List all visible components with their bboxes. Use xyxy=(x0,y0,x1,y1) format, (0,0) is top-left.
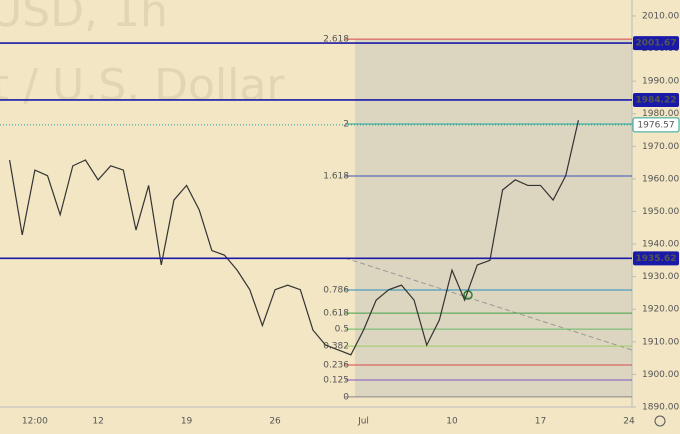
y-tick-label: 1930.00 xyxy=(642,272,679,282)
price-line xyxy=(9,120,579,356)
x-tick-label: 17 xyxy=(535,417,546,427)
last-price-tag xyxy=(632,117,680,133)
x-tick-label: Jul xyxy=(357,417,369,427)
x-tick-label: 12:00 xyxy=(22,417,48,427)
level-tag xyxy=(633,251,679,266)
y-tick-label: 1990.00 xyxy=(642,77,679,87)
x-tick-label: 26 xyxy=(269,417,281,427)
y-tick-label: 1890.00 xyxy=(642,403,679,413)
fib-label: 2.618 xyxy=(323,35,349,45)
fib-label: 0 xyxy=(343,392,349,402)
level-tag xyxy=(633,92,679,107)
fib-label: 0.618 xyxy=(323,309,349,319)
y-tick-label: 1950.00 xyxy=(642,207,679,217)
y-tick-label: 1960.00 xyxy=(642,174,679,184)
watermark: USD, 1h xyxy=(0,0,168,37)
y-tick-label: 2010.00 xyxy=(642,11,679,21)
fib-label: 2 xyxy=(343,119,349,129)
level-label: 2001.67 xyxy=(636,39,677,49)
fib-label: 1.618 xyxy=(323,171,349,181)
x-tick-label: 10 xyxy=(446,417,458,427)
y-tick-label: 1920.00 xyxy=(642,305,679,315)
x-tick-label: 24 xyxy=(623,417,635,427)
fib-label: 0.5 xyxy=(335,325,349,335)
x-tick-label: 19 xyxy=(181,417,193,427)
fib-label: 0.382 xyxy=(323,342,349,352)
fib-label: 0.125 xyxy=(323,375,349,385)
fib-label: 0.236 xyxy=(323,360,349,370)
last-price-label: 1976.57 xyxy=(637,120,674,130)
y-tick-label: 1910.00 xyxy=(642,337,679,347)
level-tag xyxy=(633,36,679,51)
fib-zone xyxy=(355,39,632,397)
level-label: 1935.62 xyxy=(636,254,677,264)
settings-icon[interactable] xyxy=(654,415,666,427)
x-tick-label: 12 xyxy=(92,417,103,427)
y-tick-label: 1970.00 xyxy=(642,142,679,152)
fib-label: 0.786 xyxy=(323,286,349,296)
y-tick-label: 1940.00 xyxy=(642,240,679,250)
level-label: 1984.22 xyxy=(636,95,677,105)
y-tick-label: 1980.00 xyxy=(642,109,679,119)
watermark: t / U.S. Dollar xyxy=(0,60,285,111)
trend-line xyxy=(344,257,633,351)
y-tick-label: 1900.00 xyxy=(642,370,679,380)
